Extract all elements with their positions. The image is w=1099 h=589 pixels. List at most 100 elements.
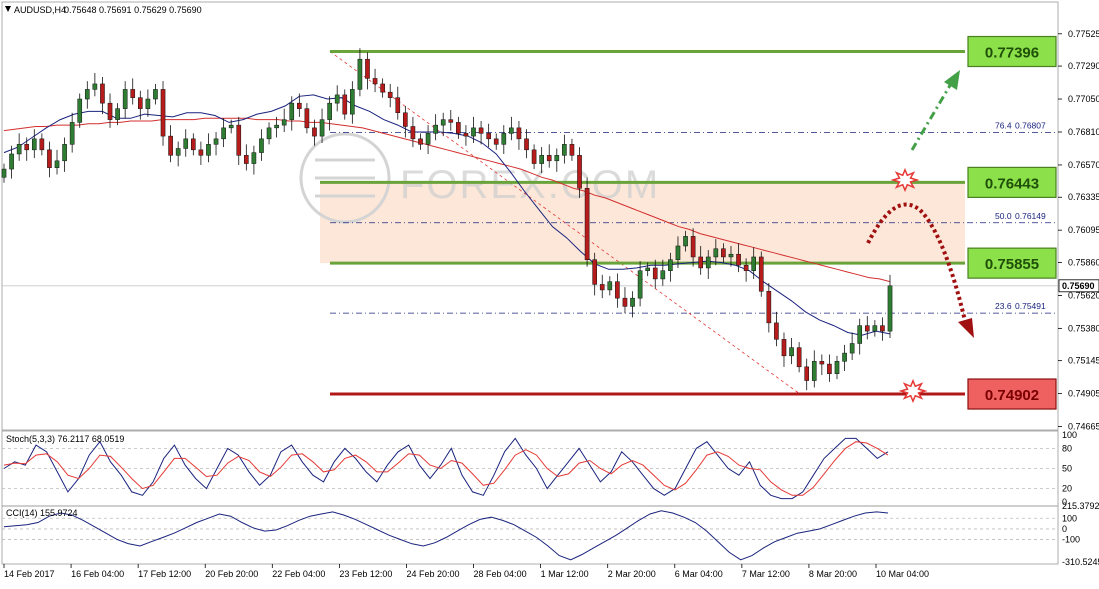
price-tick-label: 0.75860 xyxy=(1068,257,1099,267)
level-label-box xyxy=(967,247,1057,279)
support-marker xyxy=(898,378,928,404)
candle-body xyxy=(84,89,90,100)
candle-body xyxy=(9,153,14,170)
candle-body xyxy=(622,297,628,307)
price-tick-label: 0.75145 xyxy=(1068,356,1099,366)
time-tick-label: 6 Mar 04:00 xyxy=(675,569,723,579)
level-lines xyxy=(320,50,965,396)
price-tick-label: 0.76810 xyxy=(1068,127,1099,137)
candle-body xyxy=(721,248,726,258)
current-price-box xyxy=(1058,279,1099,293)
watermark-ring xyxy=(299,132,391,224)
level-label-0.74902: 0.74902 xyxy=(985,387,1039,404)
time-tick-label: 8 Mar 20:00 xyxy=(809,569,857,579)
ema-line xyxy=(3,117,891,283)
candle-body xyxy=(357,58,363,90)
candle-body xyxy=(827,363,832,374)
candle-body xyxy=(743,264,749,271)
candle-body xyxy=(857,325,863,344)
cci-tick-label: 0 xyxy=(1062,524,1067,534)
time-tick-label: 20 Feb 20:00 xyxy=(205,569,258,579)
fibonacci-lines: 76.4 0.76807 50.0 0.76149 23.6 0.75491 xyxy=(329,51,1058,395)
candle-body xyxy=(751,256,757,271)
candle-body xyxy=(728,253,734,258)
cci-title: CCI(14) 155.9724 xyxy=(6,508,78,518)
stoch-tick-label: 20 xyxy=(1062,484,1072,494)
time-tick-label: 17 Feb 12:00 xyxy=(138,569,191,579)
candle-body xyxy=(69,122,75,145)
time-tick-label: 14 Feb 2017 xyxy=(4,569,55,579)
candle-body xyxy=(395,97,401,114)
candle-body xyxy=(365,58,370,79)
candle-body xyxy=(546,155,552,162)
candle-body xyxy=(77,98,83,123)
candle-body xyxy=(842,352,847,362)
candle-body xyxy=(524,138,529,151)
candle-body xyxy=(872,325,878,332)
candle-body xyxy=(789,347,794,357)
candle-body xyxy=(531,149,537,164)
breakout-marker xyxy=(890,167,920,193)
candle-body xyxy=(175,148,181,156)
time-axis: 14 Feb 2017 16 Feb 04:00 17 Feb 12:00 20 Fe… xyxy=(3,564,929,579)
candle-body xyxy=(774,322,779,340)
candle-body xyxy=(168,135,173,156)
candle-body xyxy=(137,97,143,109)
fib-trend-line xyxy=(329,51,801,395)
chart-header: AUDUSD,H40.75648 0.75691 0.75629 0.75690 xyxy=(5,5,202,15)
candle-body xyxy=(342,94,348,115)
candle-body xyxy=(153,89,158,100)
cci-tick-label: 100 xyxy=(1062,513,1077,523)
candle-body xyxy=(259,138,264,153)
candle-body xyxy=(334,94,340,104)
candle-body xyxy=(39,138,45,151)
level-label-box xyxy=(967,166,1057,198)
level-label-0.75855: 0.75855 xyxy=(985,256,1039,273)
fib-pct: 76.4 xyxy=(995,120,1012,130)
candle-body xyxy=(380,83,385,93)
time-tick-label: 16 Feb 04:00 xyxy=(71,569,124,579)
cci-line xyxy=(3,510,889,561)
candle-body xyxy=(236,124,242,156)
chart-ohlc: 0.75648 0.75691 0.75629 0.75690 xyxy=(64,5,202,15)
candle-body xyxy=(864,325,870,332)
candle-body xyxy=(372,78,378,85)
candle-body xyxy=(539,155,544,164)
stoch-k-line xyxy=(3,437,889,500)
candle-body xyxy=(690,236,696,258)
candle-body xyxy=(516,127,522,140)
candle-body xyxy=(471,127,476,137)
price-tick-label: 0.77050 xyxy=(1068,94,1099,104)
candle-body xyxy=(804,366,810,381)
fib-price: 0.76807 xyxy=(1015,120,1046,130)
watermark: FOREX.COM xyxy=(299,132,658,224)
candle-body xyxy=(31,138,37,151)
price-tick-label: 0.77525 xyxy=(1068,29,1099,39)
candle-body xyxy=(304,108,310,129)
candle-body xyxy=(569,144,575,156)
candle-body xyxy=(493,138,499,145)
bearish-arrow-head xyxy=(958,318,974,338)
candle-body xyxy=(54,160,60,168)
candle-body xyxy=(501,133,507,145)
cci-tick-label: -100 xyxy=(1062,535,1080,545)
candle-body xyxy=(297,102,302,109)
moving-averages xyxy=(3,94,891,336)
stoch-tick-label: 0 xyxy=(1062,497,1067,507)
candle-body xyxy=(62,144,67,162)
candle-body xyxy=(251,152,257,164)
candle-body xyxy=(668,259,673,271)
candle-body xyxy=(198,149,204,156)
stoch-d-line xyxy=(3,441,889,496)
time-tick-label: 22 Feb 04:00 xyxy=(272,569,325,579)
price-tick-label: 0.76570 xyxy=(1068,160,1099,170)
candle-body xyxy=(887,285,893,332)
candle-body xyxy=(736,253,741,266)
candle-body xyxy=(577,155,582,189)
price-tick-label: 0.76095 xyxy=(1068,225,1099,235)
candle-body xyxy=(509,127,514,134)
candle-body xyxy=(191,138,196,151)
candle-body xyxy=(350,89,355,115)
candle-body xyxy=(16,144,22,155)
